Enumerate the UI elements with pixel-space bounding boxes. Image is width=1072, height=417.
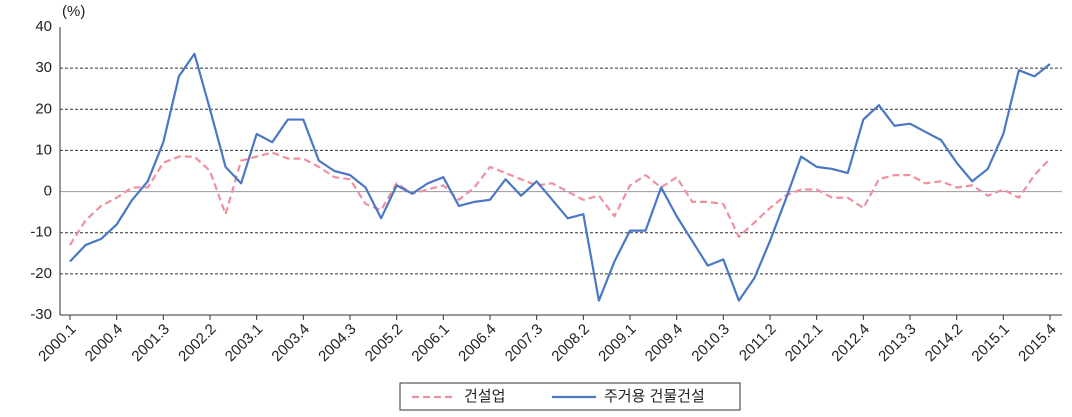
series-line (69, 151, 1051, 246)
x-tick-label: 2015.1 (968, 321, 1012, 365)
x-tick-label: 2011.2 (736, 321, 780, 365)
x-tick-label: 2003.4 (268, 321, 312, 365)
x-tick-label: 2000.1 (35, 321, 79, 365)
y-tick-label: 0 (44, 183, 52, 200)
series-line (69, 52, 1051, 302)
x-tick-label: 2012.1 (782, 321, 826, 365)
x-tick-label: 2009.4 (642, 321, 686, 365)
x-tick-label: 2008.2 (548, 321, 592, 365)
x-tick-label: 2006.1 (408, 321, 452, 365)
x-tick-label: 2007.3 (502, 321, 546, 365)
x-tick-label: 2005.2 (362, 321, 406, 365)
x-tick-label: 2000.4 (82, 321, 126, 365)
legend-label: 건설업 (464, 388, 505, 405)
x-tick-label: 2009.1 (595, 321, 639, 365)
x-tick-label: 2002.2 (175, 321, 219, 365)
legend-label: 주거용 건물건설 (604, 388, 705, 405)
y-tick-label: -30 (30, 306, 52, 323)
x-tick-label: 2014.2 (922, 321, 966, 365)
x-tick-label: 2013.3 (875, 321, 919, 365)
x-tick-label: 2015.4 (1015, 321, 1059, 365)
x-tick-label: 2012.4 (828, 321, 872, 365)
x-tick-label: 2010.3 (688, 321, 732, 365)
x-tick-label: 2003.1 (222, 321, 266, 365)
x-tick-label: 2001.3 (128, 321, 172, 365)
x-tick-label: 2006.4 (455, 321, 499, 365)
y-tick-label: 30 (35, 59, 52, 76)
y-tick-label: 40 (35, 18, 52, 35)
y-tick-label: -20 (30, 265, 52, 282)
x-tick-label: 2004.3 (315, 321, 359, 365)
y-tick-label: -10 (30, 224, 52, 241)
y-tick-label: 20 (35, 100, 52, 117)
y-tick-label: 10 (35, 141, 52, 158)
y-unit-label: (%) (62, 3, 85, 20)
